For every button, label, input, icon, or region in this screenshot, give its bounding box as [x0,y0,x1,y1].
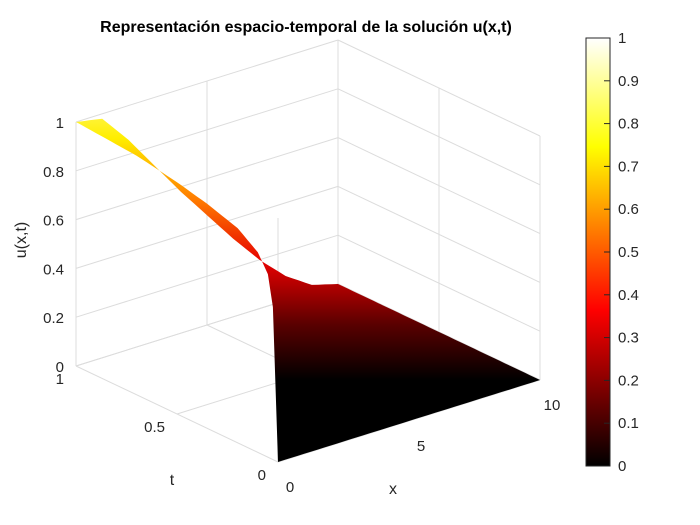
z-tick-label: 0.6 [43,213,64,230]
x-tick-label: 5 [417,438,425,455]
colorbar-tick-label: 0.9 [618,73,639,90]
colorbar-tick-label: 0.6 [618,201,639,218]
z-tick-label: 0.8 [43,164,64,181]
z-tick-label: 0 [56,359,64,376]
colorbar-tick-label: 0.3 [618,330,639,347]
colorbar-tick-label: 0.4 [618,287,639,304]
x-tick-label: 0 [286,479,294,496]
colorbar-tick-label: 0.8 [618,116,639,133]
colorbar-tick-label: 0 [618,458,626,475]
chart-title: Representación espacio-temporal de la so… [100,19,512,36]
surface-patch [76,118,540,462]
x-tick-label: 10 [544,397,561,414]
y-axis-label: t [170,472,175,489]
colorbar-tick-label: 0.5 [618,244,639,261]
plot-title: Representación espacio-temporal de la so… [100,19,512,36]
colorbar-gradient [585,37,611,467]
z-axis-label: u(x,t) [13,222,30,258]
y-tick-label: 0.5 [144,419,165,436]
colorbar-ticks: 0 0.1 0.2 0.3 0.4 0.5 0.6 0.7 0.8 0.9 1 [604,30,639,475]
colorbar-tick-label: 0.7 [618,158,639,175]
z-tick-label: 0.2 [43,310,64,327]
colorbar: 0 0.1 0.2 0.3 0.4 0.5 0.6 0.7 0.8 0.9 1 [585,30,639,475]
y-tick-label: 0 [258,467,266,484]
colorbar-tick-label: 0.2 [618,372,639,389]
x-axis-label: x [389,481,397,498]
z-tick-label: 0.4 [43,261,64,278]
colorbar-tick-label: 0.1 [618,415,639,432]
colorbar-tick-label: 1 [618,30,626,47]
surface-plot [76,118,540,462]
z-tick-label: 1 [56,115,64,132]
y-tick-label: 1 [56,371,64,388]
